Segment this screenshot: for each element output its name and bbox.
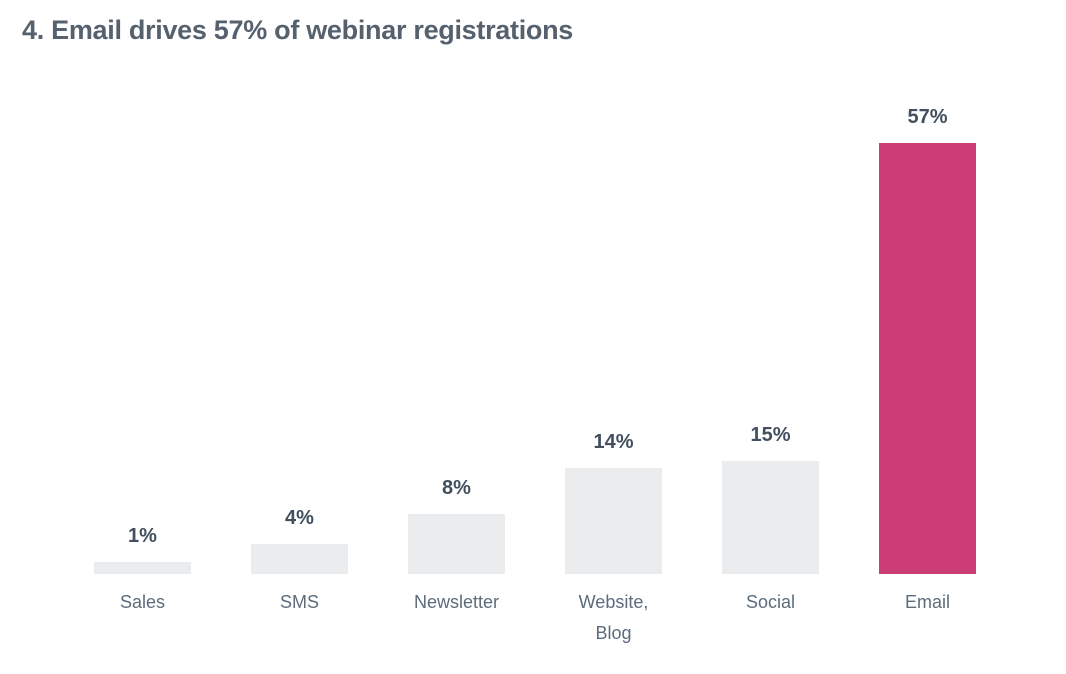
bar-group-sales: 1% Sales [94, 525, 191, 612]
category-label-email: Email [904, 592, 950, 612]
category-label-website-blog: Website, Blog [578, 592, 649, 643]
category-label-newsletter: Newsletter [413, 592, 500, 612]
bar-group-website-blog: 14% Website, Blog [565, 431, 662, 643]
bar-newsletter [408, 514, 505, 574]
value-label-social: 15% [750, 424, 791, 446]
bar-website-blog [565, 468, 662, 574]
bar-group-social: 15% Social [722, 424, 819, 612]
category-label-sales: Sales [119, 592, 166, 612]
bar-group-email: 57% Email [879, 106, 976, 612]
bar-sms [251, 544, 348, 574]
value-label-newsletter: 8% [442, 477, 471, 499]
bar-social [722, 461, 819, 574]
value-label-sales: 1% [128, 525, 157, 547]
bar-group-newsletter: 8% Newsletter [408, 477, 505, 612]
value-label-website-blog: 14% [593, 431, 634, 453]
value-label-sms: 4% [285, 507, 314, 529]
category-label-sms: SMS [279, 592, 319, 612]
chart-title: 4. Email drives 57% of webinar registrat… [22, 15, 574, 45]
bar-sales [94, 562, 191, 574]
value-label-email: 57% [907, 106, 948, 128]
category-label-social: Social [745, 592, 796, 612]
bar-chart-plot-area: 1% Sales 4% SMS 8% Newsletter 14% Websit… [94, 0, 976, 643]
bar-email [879, 143, 976, 574]
bar-group-sms: 4% SMS [251, 507, 348, 612]
